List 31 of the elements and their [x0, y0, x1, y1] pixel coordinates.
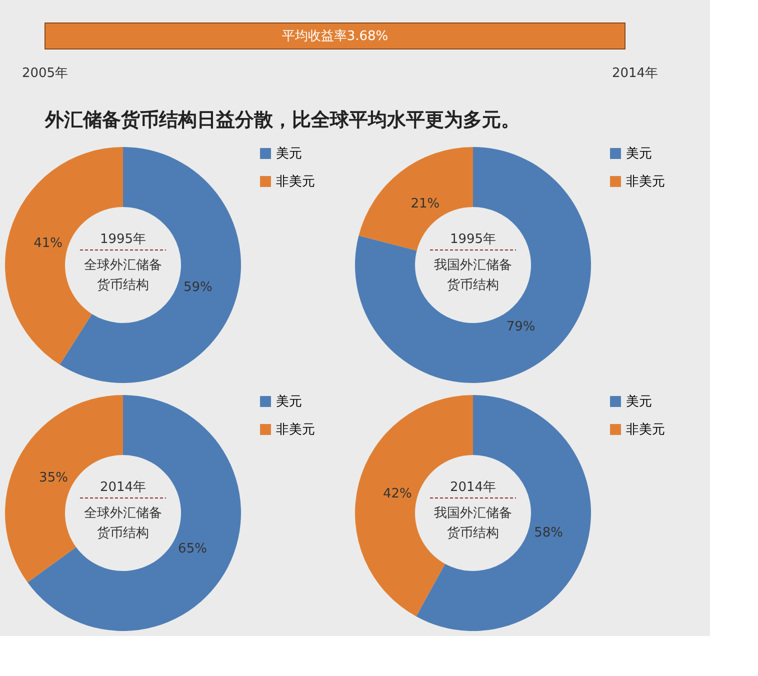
text: 全球外汇储备货币结构	[84, 258, 162, 293]
text: 我国外汇储备货币结构	[434, 506, 512, 541]
text: 全球外汇储备货币结构	[84, 506, 162, 541]
donut-slice	[416, 395, 591, 631]
data-label: 21%	[410, 196, 440, 212]
donut-slice	[28, 395, 241, 631]
text: 1995年	[450, 232, 496, 247]
data-label: 42%	[382, 486, 412, 502]
text: 我国外汇储备货币结构	[434, 258, 512, 293]
donut-slice	[355, 147, 591, 383]
data-label: 35%	[39, 470, 68, 486]
legend-label: 非美元	[276, 422, 315, 438]
legend-label: 非美元	[626, 422, 665, 438]
data-label: 79%	[506, 320, 536, 335]
legend-label: 美元	[626, 394, 652, 410]
data-label: 59%	[183, 280, 212, 295]
legend-label: 美元	[276, 146, 302, 162]
legend-label: 美元	[626, 146, 652, 162]
text: 2005年	[22, 66, 68, 81]
text: 平均收益率3.68%	[282, 28, 388, 44]
text: 2014年	[450, 480, 496, 495]
data-label: 58%	[534, 525, 564, 540]
data-label: 41%	[34, 236, 63, 252]
legend-label: 非美元	[626, 174, 665, 190]
text: 2014年	[612, 66, 658, 81]
data-label: 65%	[178, 541, 207, 556]
legend-label: 美元	[276, 394, 302, 410]
legend-label: 非美元	[276, 174, 315, 190]
text: 1995年	[100, 232, 146, 247]
text: 外汇储备货币结构日益分散，比全球平均水平更为多元。	[44, 109, 520, 131]
text: 2014年	[100, 480, 146, 495]
